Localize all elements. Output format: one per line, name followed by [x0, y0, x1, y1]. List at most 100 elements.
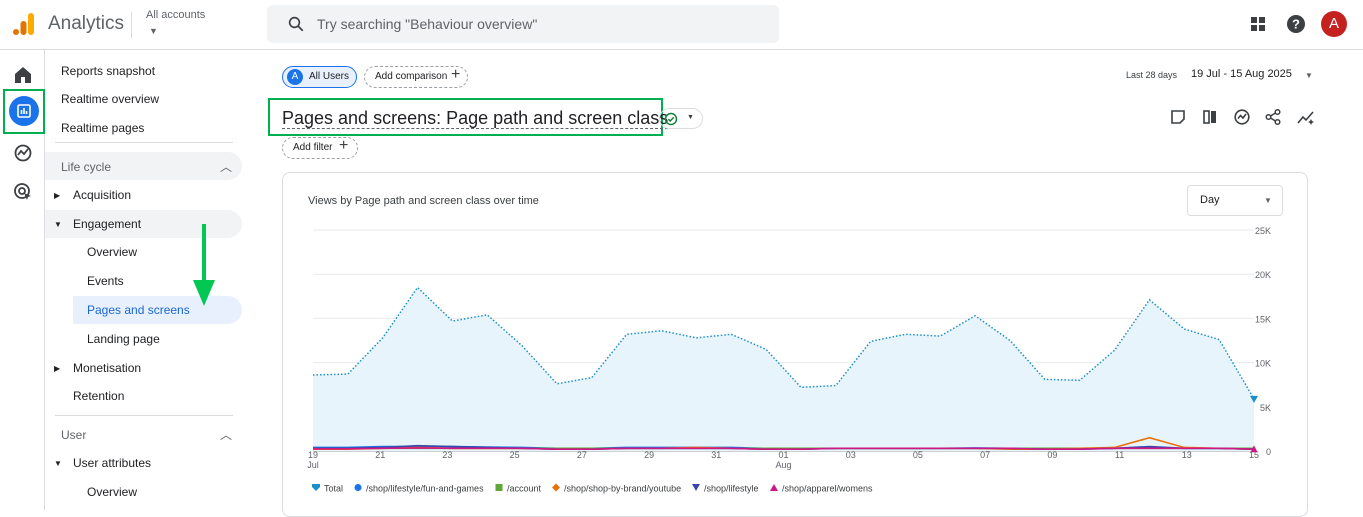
legend-item[interactable]: /shop/apparel/womens	[769, 483, 873, 494]
nav-user-attributes[interactable]: User attributes	[73, 456, 152, 470]
reports-side-nav: Reports snapshot Realtime overview Realt…	[45, 50, 250, 510]
total-end-marker	[1250, 395, 1258, 403]
nav-engagement[interactable]: Engagement	[73, 217, 142, 231]
legend-label: Total	[324, 483, 344, 494]
legend-marker	[769, 483, 779, 494]
x-tick-label: Aug	[775, 460, 791, 470]
x-tick-label: 09	[1047, 450, 1057, 460]
chevron-down-icon[interactable]: ▼	[149, 26, 158, 36]
legend-item[interactable]: /shop/lifestyle/fun-and-games	[353, 483, 484, 494]
y-tick-label: 0	[1266, 447, 1271, 457]
chevron-up-icon[interactable]: ︿	[220, 428, 233, 442]
search-icon	[288, 16, 304, 32]
chevron-up-icon[interactable]: ︿	[220, 160, 233, 174]
series-end-marker	[1250, 445, 1258, 453]
date-range-label: Last 28 days	[1126, 70, 1178, 80]
nav-monetisation[interactable]: Monetisation	[73, 361, 142, 375]
compare-icon[interactable]	[1201, 108, 1219, 126]
expand-right-icon[interactable]: ▶	[54, 191, 61, 200]
report-status-menu[interactable]: ▼	[659, 108, 703, 129]
top-bar: Analytics All accounts ▼ ? A	[0, 0, 1363, 50]
account-picker-label[interactable]: All accounts	[146, 9, 206, 21]
trend-sparkle-icon[interactable]	[1296, 108, 1316, 126]
legend-item[interactable]: Total	[311, 483, 343, 494]
nav-retention[interactable]: Retention	[73, 389, 125, 403]
chart-card: Views by Page path and screen class over…	[282, 172, 1308, 517]
reports-nav-button[interactable]	[3, 89, 45, 134]
divider	[55, 415, 233, 416]
nav-user-overview[interactable]: Overview	[87, 485, 138, 499]
annotation-arrow	[193, 224, 215, 306]
insights-icon[interactable]	[1233, 108, 1251, 126]
legend-item[interactable]: /account	[494, 483, 541, 494]
y-tick-label: 25K	[1255, 226, 1271, 236]
chart-title: Views by Page path and screen class over…	[308, 195, 539, 207]
avatar[interactable]: A	[1321, 11, 1347, 37]
apps-grid-icon[interactable]	[1247, 13, 1269, 35]
legend-item[interactable]: /shop/lifestyle	[691, 483, 759, 494]
home-icon[interactable]	[12, 64, 34, 86]
annotation-note-icon[interactable]	[1169, 108, 1187, 126]
x-tick-label: 19	[308, 450, 318, 460]
chevron-down-icon[interactable]: ▼	[1305, 71, 1313, 80]
segment-badge: A	[287, 69, 303, 85]
x-tick-label: 23	[442, 450, 452, 460]
expand-down-icon[interactable]: ▼	[54, 459, 62, 468]
granularity-select[interactable]: Day ▼	[1187, 185, 1283, 216]
active-nav-highlight	[73, 296, 242, 324]
nav-acquisition[interactable]: Acquisition	[73, 188, 132, 202]
legend-label: /shop/shop-by-brand/youtube	[564, 483, 682, 494]
add-filter-button[interactable]: Add filter +	[282, 137, 358, 159]
add-comparison-label: Add comparison	[375, 71, 448, 82]
y-tick-label: 10K	[1255, 359, 1271, 369]
analytics-logo[interactable]	[12, 12, 36, 36]
nav-reports-snapshot[interactable]: Reports snapshot	[61, 64, 156, 78]
date-range-value[interactable]: 19 Jul - 15 Aug 2025	[1191, 68, 1292, 80]
legend-label: /account	[507, 483, 542, 494]
share-icon[interactable]	[1264, 108, 1282, 126]
nav-realtime-pages[interactable]: Realtime pages	[61, 121, 145, 135]
report-title-highlight: Pages and screens: Page path and screen …	[268, 98, 669, 136]
expand-right-icon[interactable]: ▶	[54, 364, 61, 373]
x-tick-label: 15	[1249, 450, 1259, 460]
total-series-line	[312, 286, 1255, 400]
x-tick-label: 31	[711, 450, 721, 460]
user-section-header[interactable]: User ︿	[45, 420, 242, 448]
expand-down-icon[interactable]: ▼	[54, 220, 62, 229]
lifecycle-section-header[interactable]: Life cycle ︿	[45, 152, 242, 180]
y-tick-label: 5K	[1260, 403, 1271, 413]
legend-label: /shop/lifestyle/fun-and-games	[366, 483, 484, 494]
legend-marker	[551, 483, 561, 494]
chevron-down-icon: ▼	[1264, 196, 1272, 205]
legend-item[interactable]: /shop/shop-by-brand/youtube	[551, 483, 681, 494]
bar-chart-icon	[17, 104, 31, 118]
svg-text:?: ?	[1292, 17, 1300, 32]
divider	[131, 12, 132, 38]
help-icon[interactable]: ?	[1285, 13, 1307, 35]
plus-icon: +	[339, 137, 349, 154]
advertising-icon[interactable]	[12, 181, 34, 203]
x-tick-label: 13	[1182, 450, 1192, 460]
x-tick-label: 01	[778, 450, 788, 460]
main-content: A All Users Add comparison + Last 28 day…	[251, 50, 1363, 517]
legend-label: /shop/lifestyle	[704, 483, 759, 494]
x-tick-label: 25	[510, 450, 520, 460]
search-bar[interactable]	[267, 5, 779, 43]
report-title[interactable]: Pages and screens: Page path and screen …	[282, 108, 669, 129]
nav-pages-and-screens[interactable]: Pages and screens	[87, 303, 190, 317]
x-tick-label: 29	[644, 450, 654, 460]
segment-chip-all-users[interactable]: A All Users	[282, 66, 357, 88]
series-line	[313, 447, 1255, 451]
explore-icon[interactable]	[12, 142, 34, 164]
segment-label: All Users	[309, 71, 350, 82]
check-circle-icon	[664, 112, 678, 126]
engagement-group[interactable]	[45, 210, 242, 238]
app-name: Analytics	[48, 13, 125, 34]
search-input[interactable]	[317, 5, 757, 43]
nav-events[interactable]: Events	[87, 274, 124, 288]
nav-landing-page[interactable]: Landing page	[87, 332, 160, 346]
add-comparison-button[interactable]: Add comparison +	[364, 66, 468, 88]
nav-realtime-overview[interactable]: Realtime overview	[61, 92, 160, 106]
lifecycle-label: Life cycle	[61, 160, 112, 174]
nav-engagement-overview[interactable]: Overview	[87, 245, 138, 259]
